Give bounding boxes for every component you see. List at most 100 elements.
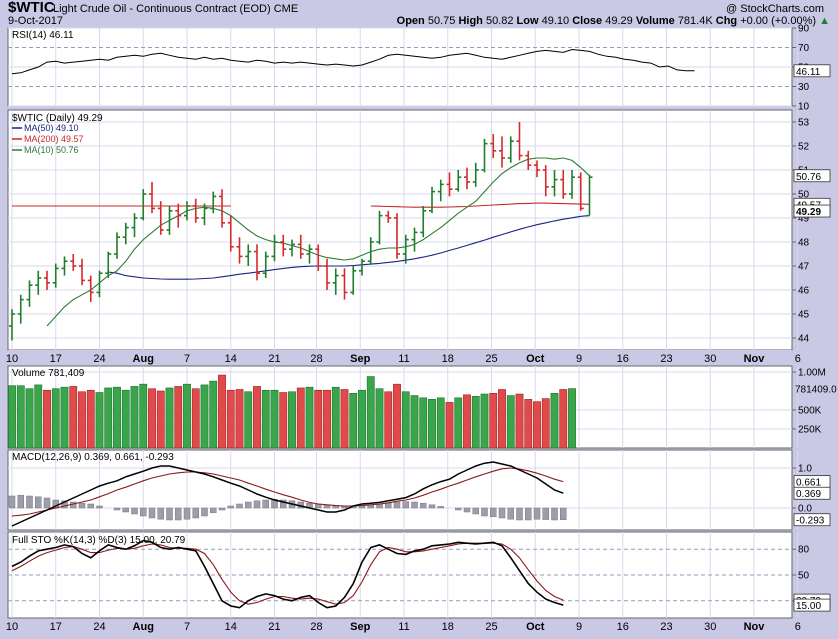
overlay-legend-label: MA(200) 49.57 — [24, 134, 84, 144]
macd-histogram-bar — [192, 507, 199, 519]
price-tick-label: 48 — [798, 238, 810, 249]
price-tag-label: 49.29 — [796, 207, 821, 218]
price-panel — [7, 109, 793, 351]
volume-bar — [463, 394, 471, 449]
rsi-tick-label: 30 — [798, 82, 810, 93]
price-tick-label: 45 — [798, 310, 810, 321]
macd-histogram-bar — [472, 507, 479, 515]
macd-histogram-bar — [157, 507, 164, 520]
macd-histogram-bar — [437, 506, 444, 509]
macd-histogram-bar — [560, 507, 567, 520]
volume-bar — [218, 374, 226, 449]
macd-histogram-bar — [96, 505, 103, 509]
price-tag-label: 50.76 — [796, 172, 821, 183]
volume-bar — [331, 386, 340, 449]
macd-histogram-bar — [61, 500, 68, 509]
volume-tick-label: 500K — [798, 406, 822, 417]
price-tick-label: 49 — [798, 214, 810, 225]
volume-bar — [559, 389, 568, 449]
x-axis-label: 18 — [442, 353, 454, 365]
macd-histogram-bar — [481, 507, 488, 517]
close-value: 49.29 — [605, 15, 633, 27]
x-axis-label-bottom: Aug — [133, 621, 154, 633]
volume-bar — [209, 380, 218, 449]
x-axis-label: 17 — [50, 353, 62, 365]
macd-histogram-bar — [525, 507, 532, 521]
macd-histogram-bar — [113, 507, 121, 511]
volume-bar — [51, 388, 60, 449]
macd-histogram-bar — [148, 507, 156, 519]
volume-bar — [69, 386, 78, 449]
volume-bar — [148, 388, 156, 449]
macd-histogram-bar — [262, 499, 269, 509]
volume-bar — [550, 392, 559, 449]
volume-bar — [305, 386, 314, 449]
volume-bar — [95, 392, 104, 449]
sto-k-line — [11, 539, 564, 609]
macd-histogram-bar — [428, 504, 436, 509]
volume-bar — [104, 387, 113, 449]
volume-bar — [384, 391, 393, 449]
volume-bar — [541, 398, 550, 449]
volume-bar — [16, 385, 25, 449]
x-axis-label: 25 — [485, 353, 497, 365]
overlay-legend-label: MA(10) 50.76 — [24, 145, 79, 155]
volume-bar — [244, 391, 253, 449]
x-axis-label-bottom: 17 — [50, 621, 62, 633]
volume-bar — [200, 384, 209, 449]
volume-bar — [139, 383, 148, 449]
x-axis-label: 14 — [225, 353, 237, 365]
sto-k-label: 15.00 — [796, 601, 821, 612]
macd-histogram-bar — [210, 507, 217, 514]
macd-histogram-bar — [507, 507, 514, 520]
sto-k-label-box — [793, 598, 831, 612]
macd-histogram-bar — [490, 507, 497, 518]
macd-legend: MACD(12,26,9) 0.369, 0.661, -0.293 — [12, 452, 174, 463]
sto-tick-label: 80 — [798, 545, 810, 556]
volume-bar — [121, 389, 130, 449]
x-axis-label-bottom: Nov — [744, 621, 766, 633]
ticker-symbol: $WTIC — [8, 0, 55, 16]
macd-histogram-bar — [122, 507, 129, 513]
volume-bar — [86, 389, 95, 449]
x-axis-label: 16 — [617, 353, 629, 365]
x-axis-label-bottom: 25 — [485, 621, 497, 633]
volume-bar — [454, 397, 463, 449]
volume-bar — [165, 387, 174, 449]
volume-bar — [323, 389, 331, 449]
x-axis-label: 10 — [6, 353, 18, 365]
macd-histogram-bar — [236, 503, 243, 509]
ma200-line — [370, 202, 590, 208]
volume-bar — [78, 391, 86, 449]
x-axis-label-bottom: 21 — [268, 621, 280, 633]
copyright-label: @ StockCharts.com — [726, 3, 824, 15]
price-tag-label-box — [793, 204, 831, 218]
volume-bar — [279, 392, 288, 449]
open-label: Open — [396, 15, 425, 27]
x-axis-label-bottom: 11 — [398, 621, 409, 633]
volume-bar — [25, 388, 34, 449]
volume-bar — [515, 393, 524, 449]
volume-bar — [498, 389, 506, 449]
volume-bar — [314, 389, 323, 449]
macd-tick-label: 0.0 — [798, 504, 812, 515]
high-label: High — [458, 15, 483, 27]
macd-histogram-bar — [183, 507, 191, 520]
rsi-current-label-box — [793, 64, 831, 78]
macd-histogram-bar — [17, 494, 24, 509]
volume-label: Volume — [635, 15, 675, 27]
x-axis-label-bottom: 9 — [576, 621, 582, 633]
macd-histogram-bar — [87, 503, 94, 509]
macd-histogram-bar — [393, 501, 401, 509]
macd-value-label-box — [793, 486, 831, 500]
x-axis-label: 24 — [93, 353, 105, 365]
sto-legend: Full STO %K(14,3) %D(3) 15.00, 20.79 — [12, 535, 186, 546]
instrument-name: Light Crude Oil - Continuous Contract (E… — [53, 3, 271, 15]
volume-bar — [43, 389, 51, 449]
volume-bar — [375, 388, 384, 449]
overlay-legend-label: MA(50) 49.10 — [24, 123, 79, 133]
x-axis-label: Nov — [744, 353, 766, 365]
volume-bar — [419, 397, 428, 449]
volume-bar — [34, 384, 43, 449]
